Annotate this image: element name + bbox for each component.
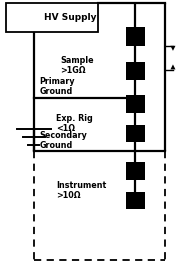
Text: HV Supply: HV Supply xyxy=(44,13,97,22)
Bar xyxy=(126,192,145,209)
Bar xyxy=(126,162,145,180)
Text: Secondary
Ground: Secondary Ground xyxy=(39,131,87,150)
Bar xyxy=(6,3,98,32)
Text: Instrument
>10Ω: Instrument >10Ω xyxy=(56,181,107,200)
Text: Exp. Rig
<1Ω: Exp. Rig <1Ω xyxy=(56,114,93,133)
Text: Sample
>1GΩ: Sample >1GΩ xyxy=(60,56,94,75)
Bar xyxy=(126,62,145,80)
Bar xyxy=(126,95,145,113)
Bar xyxy=(126,27,145,46)
Bar xyxy=(126,125,145,142)
Text: Primary
Ground: Primary Ground xyxy=(39,77,75,96)
